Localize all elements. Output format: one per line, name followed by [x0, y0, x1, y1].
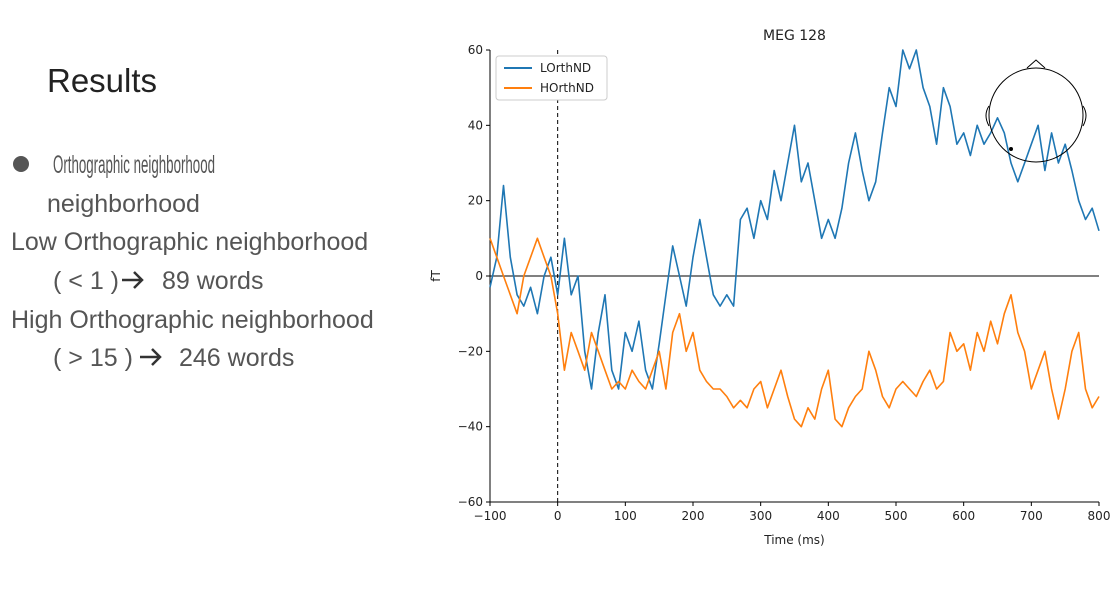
y-tick-label: −40: [458, 420, 483, 434]
y-tick-label: −20: [458, 344, 483, 358]
slide-title: Results: [47, 62, 157, 99]
item-count: 246 words: [179, 344, 294, 372]
item-condition: ( > 15 ): [53, 344, 133, 372]
x-tick-label: 200: [682, 509, 705, 523]
x-tick-label: 800: [1088, 509, 1111, 523]
series-line: [489, 49, 1100, 390]
x-tick-label: 600: [952, 509, 975, 523]
x-tick-label: 700: [1020, 509, 1043, 523]
x-tick-label: 300: [749, 509, 772, 523]
chart-title: MEG 128: [763, 28, 826, 44]
arrow: [122, 271, 144, 289]
x-tick-label: −100: [474, 509, 507, 523]
y-tick-label: −60: [458, 495, 483, 509]
x-tick-label: 500: [885, 509, 908, 523]
x-axis-label: Time (ms): [763, 533, 825, 547]
legend-label: LOrthND: [540, 61, 591, 75]
y-tick-label: 0: [475, 269, 483, 283]
item-label: Low Orthographic neighborhood: [11, 228, 368, 256]
y-axis-label: fT: [429, 270, 443, 282]
x-tick-label: 0: [554, 509, 562, 523]
item-count: 89 words: [162, 267, 263, 295]
bullet: [13, 156, 29, 172]
item-condition: ( < 1 ): [53, 267, 119, 295]
series-line: [489, 237, 1100, 428]
item-label: High Orthographic neighborhood: [11, 306, 374, 334]
y-tick-label: 20: [468, 194, 483, 208]
legend-label: HOrthND: [540, 81, 594, 95]
y-tick-label: 40: [468, 118, 483, 132]
x-tick-label: 100: [614, 509, 637, 523]
bullet-text: Orthographic neighborhood: [53, 151, 215, 179]
x-tick-label: 400: [817, 509, 840, 523]
y-tick-label: 60: [468, 43, 483, 57]
bullet-text-cont: neighborhood: [47, 190, 200, 218]
arrow: [140, 348, 162, 366]
sensor-head-icon: [985, 59, 1087, 163]
